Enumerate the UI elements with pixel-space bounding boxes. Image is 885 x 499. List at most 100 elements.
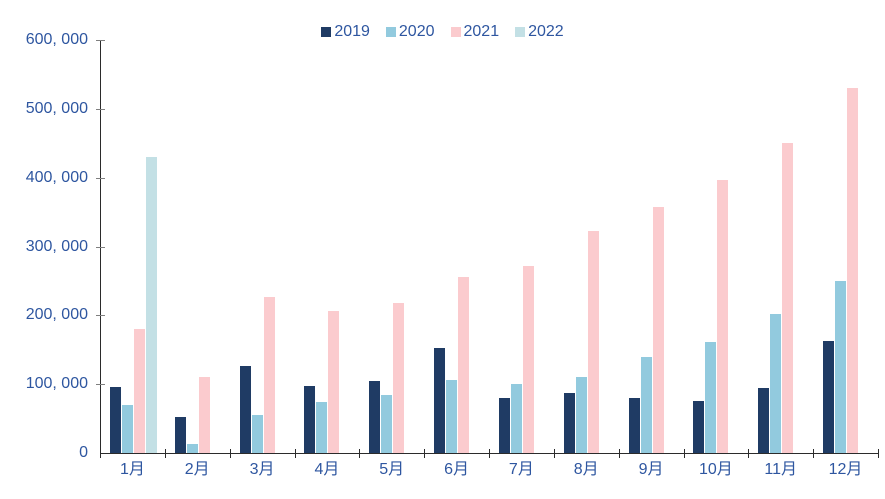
bar-slot: [405, 40, 417, 453]
bar-slot: [198, 40, 210, 453]
bar-2019-8月: [563, 393, 575, 453]
bar-slot: [510, 40, 522, 453]
bar-2021-5月: [393, 302, 405, 453]
bar-2021-4月: [328, 311, 340, 453]
bar-group-4: [295, 40, 360, 453]
y-axis-label: 0: [79, 444, 88, 461]
x-tick-mark: [294, 449, 296, 458]
x-tick-mark: [164, 449, 166, 458]
bar-slot: [758, 40, 770, 453]
bar-slot: [316, 40, 328, 453]
bar-slot: [782, 40, 794, 453]
bar-2019-3月: [239, 366, 251, 453]
bar-2019-11月: [758, 387, 770, 453]
y-axis-label: 200, 000: [25, 306, 88, 324]
legend-item-2022: 2022: [515, 24, 564, 40]
bar-slot: [174, 40, 186, 453]
bar-slot: [729, 40, 741, 453]
bar-slot: [652, 40, 664, 453]
legend-item-2020: 2020: [385, 23, 435, 40]
bar-slot: [522, 40, 534, 453]
bar-2020-5月: [381, 395, 393, 453]
bar-2019-9月: [628, 397, 640, 453]
bar-2019-10月: [693, 401, 705, 453]
bar-slot: [121, 40, 133, 453]
bar-slot: [770, 40, 782, 453]
legend-swatch-icon: [450, 27, 461, 37]
bar-group-1: [101, 40, 166, 453]
x-axis-label: 2月: [184, 461, 210, 478]
bar-slot: [446, 40, 458, 453]
bar-2020-3月: [251, 415, 263, 453]
y-axis-label: 600, 000: [25, 31, 88, 48]
bar-group-3: [231, 40, 296, 453]
bar-slot: [628, 40, 640, 453]
bar-slot: [275, 40, 287, 453]
bar-slot: [304, 40, 316, 453]
bar-2020-1月: [121, 404, 133, 453]
x-axis-label: 3月: [249, 461, 275, 478]
x-axis: 1月 2月 3月 4月 5月 6月 7月 8月 9月 10月 11月 12月: [100, 461, 878, 479]
bar-slot: [640, 40, 652, 453]
bar-slot: [835, 40, 847, 453]
bar-2020-12月: [835, 280, 847, 453]
bar-group-12: [814, 40, 879, 453]
bar-2021-10月: [717, 179, 729, 453]
x-tick-mark: [748, 449, 750, 458]
x-tick-mark: [813, 449, 815, 458]
bar-slot: [664, 40, 676, 453]
plot-area: [100, 40, 879, 454]
bar-group-2: [166, 40, 231, 453]
x-tick-mark: [489, 449, 490, 458]
y-axis-label: 100, 000: [25, 375, 88, 393]
bar-group-6: [425, 40, 490, 453]
x-axis-label: 8月: [573, 461, 599, 478]
bar-2021-3月: [263, 297, 275, 453]
bar-2020-7月: [510, 384, 522, 453]
bar-slot: [369, 40, 381, 453]
y-tick-mark: [96, 108, 105, 110]
x-axis-label: 12月: [828, 461, 863, 478]
legend-label: 2021: [463, 23, 500, 40]
bar-slot: [393, 40, 405, 453]
legend-label: 2019: [334, 23, 370, 40]
x-axis-label: 9月: [638, 461, 664, 478]
x-axis-label: 6月: [444, 461, 469, 478]
bar-2020-11月: [770, 313, 782, 453]
y-axis-label: 500, 000: [25, 99, 88, 117]
x-axis-label: 5月: [379, 461, 405, 478]
bar-2020-9月: [640, 357, 652, 453]
bar-2021-1月: [133, 329, 145, 453]
bar-group-5: [360, 40, 425, 453]
bar-slot: [693, 40, 705, 453]
bar-slot: [133, 40, 145, 453]
bar-2019-5月: [369, 380, 381, 453]
bar-slot: [263, 40, 275, 453]
bar-group-10: [684, 40, 749, 453]
legend-label: 2020: [398, 23, 435, 40]
bar-group-11: [749, 40, 814, 453]
bar-group-9: [620, 40, 685, 453]
bar-slot: [705, 40, 717, 453]
y-axis-label: 300, 000: [25, 237, 88, 255]
legend-swatch-icon: [385, 27, 396, 37]
bar-slot: [794, 40, 806, 453]
bar-group-7: [490, 40, 555, 453]
bar-2020-2月: [186, 444, 198, 453]
x-tick-mark: [618, 449, 620, 458]
bar-slot: [498, 40, 510, 453]
bar-slot: [575, 40, 587, 453]
bar-slot: [847, 40, 859, 453]
bar-slot: [381, 40, 393, 453]
bar-slot: [109, 40, 121, 453]
x-tick-mark: [229, 449, 231, 458]
bar-group-8: [555, 40, 620, 453]
x-tick-mark: [683, 449, 685, 458]
bar-2019-6月: [434, 347, 446, 453]
bar-slot: [470, 40, 482, 453]
bar-2019-1月: [109, 386, 121, 453]
bar-slot: [186, 40, 198, 453]
legend-item-2021: 2021: [450, 23, 500, 40]
y-tick-mark: [96, 384, 105, 386]
bar-2020-10月: [705, 341, 717, 453]
